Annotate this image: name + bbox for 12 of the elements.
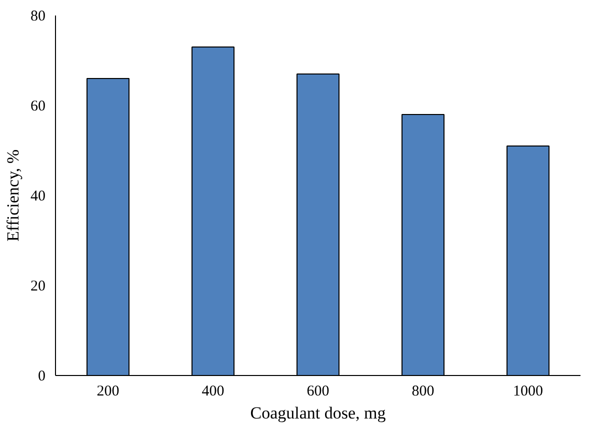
- x-tick-label: 600: [306, 384, 330, 400]
- y-tick-label: 0: [38, 368, 46, 384]
- y-tick-label: 80: [30, 8, 46, 24]
- x-axis-title: Coagulant dose, mg: [250, 404, 386, 422]
- x-tick-label: 1000: [513, 384, 543, 400]
- y-tick-label: 40: [30, 188, 46, 204]
- x-tick-label: 800: [412, 384, 434, 400]
- x-tick-label: 200: [96, 384, 120, 400]
- x-tick-label: 400: [202, 384, 224, 400]
- y-axis-title: Efficiency, %: [4, 149, 22, 242]
- y-tick-label: 60: [30, 98, 46, 114]
- y-tick-label: 20: [30, 278, 46, 294]
